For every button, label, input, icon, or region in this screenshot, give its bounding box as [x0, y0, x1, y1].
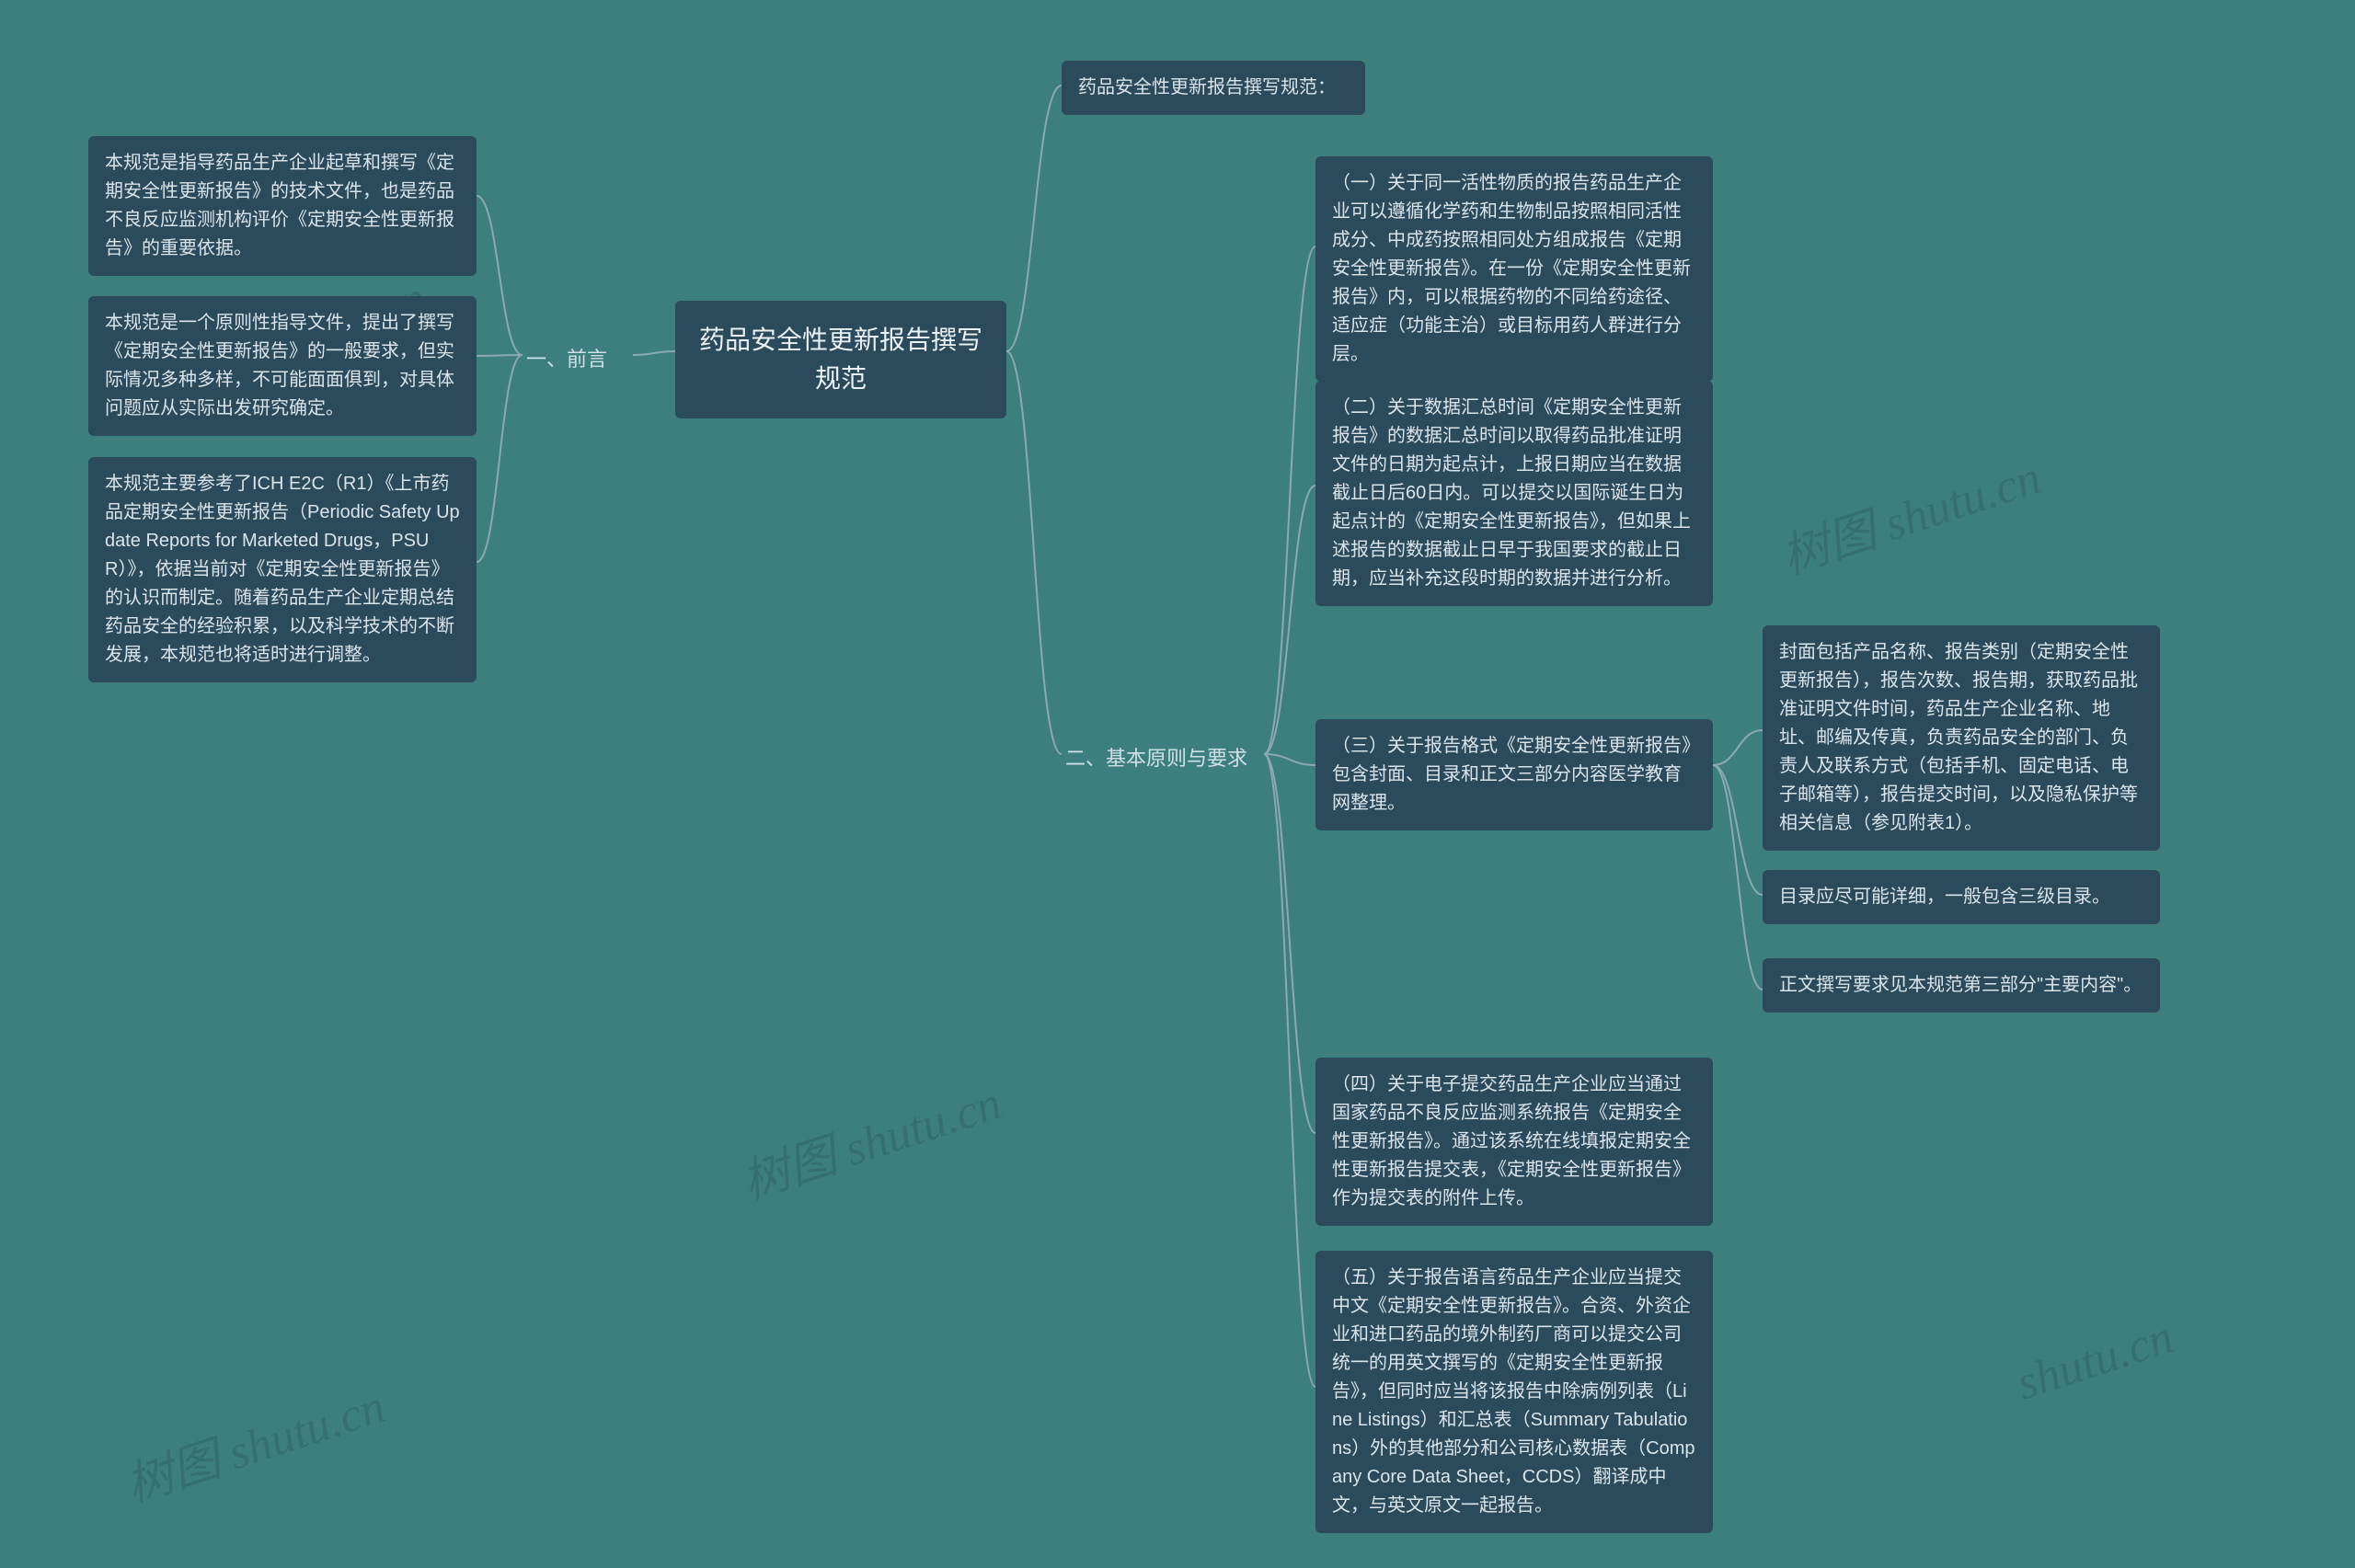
- watermark: shutu.cn: [2010, 1310, 2179, 1411]
- leaf-format-body[interactable]: 正文撰写要求见本规范第三部分"主要内容"。: [1763, 958, 2160, 1013]
- watermark: 树图 shutu.cn: [1772, 439, 2049, 587]
- leaf-principle-4[interactable]: （四）关于电子提交药品生产企业应当通过国家药品不良反应监测系统报告《定期安全性更…: [1315, 1058, 1713, 1226]
- leaf-preface-3[interactable]: 本规范主要参考了ICH E2C（R1）《上市药品定期安全性更新报告（Period…: [88, 457, 477, 682]
- watermark: 树图 shutu.cn: [116, 1368, 393, 1516]
- watermark: 树图 shutu.cn: [732, 1064, 1009, 1212]
- leaf-preface-1[interactable]: 本规范是指导药品生产企业起草和撰写《定期安全性更新报告》的技术文件，也是药品不良…: [88, 136, 477, 276]
- leaf-principle-3[interactable]: （三）关于报告格式《定期安全性更新报告》包含封面、目录和正文三部分内容医学教育网…: [1315, 719, 1713, 830]
- leaf-principle-1[interactable]: （一）关于同一活性物质的报告药品生产企业可以遵循化学药和生物制品按照相同活性成分…: [1315, 156, 1713, 382]
- mindmap-root[interactable]: 药品安全性更新报告撰写规范: [675, 301, 1006, 418]
- leaf-principle-2[interactable]: （二）关于数据汇总时间《定期安全性更新报告》的数据汇总时间以取得药品批准证明文件…: [1315, 381, 1713, 606]
- leaf-preface-2[interactable]: 本规范是一个原则性指导文件，提出了撰写《定期安全性更新报告》的一般要求，但实际情…: [88, 296, 477, 436]
- leaf-format-cover[interactable]: 封面包括产品名称、报告类别（定期安全性更新报告），报告次数、报告期，获取药品批准…: [1763, 625, 2160, 851]
- branch-preface[interactable]: 一、前言: [523, 337, 633, 383]
- leaf-format-toc[interactable]: 目录应尽可能详细，一般包含三级目录。: [1763, 870, 2160, 924]
- leaf-principle-5[interactable]: （五）关于报告语言药品生产企业应当提交中文《定期安全性更新报告》。合资、外资企业…: [1315, 1251, 1713, 1533]
- branch-principles[interactable]: 二、基本原则与要求: [1062, 736, 1264, 782]
- leaf-title-repeat[interactable]: 药品安全性更新报告撰写规范：: [1062, 61, 1365, 115]
